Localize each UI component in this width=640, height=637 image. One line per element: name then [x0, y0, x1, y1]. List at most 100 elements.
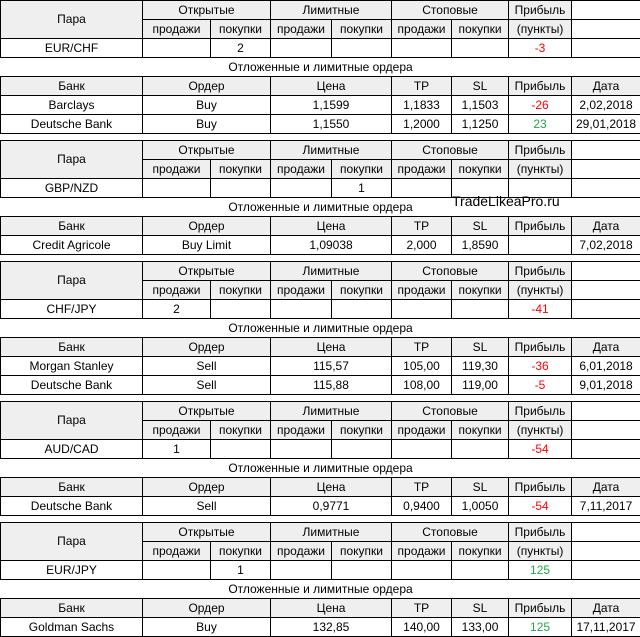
limit-buy-cell[interactable] [332, 39, 392, 58]
limit-sell-cell[interactable] [271, 39, 332, 58]
limit-header-cell[interactable]: Лимитные [271, 141, 392, 160]
order-type-cell[interactable]: Sell [143, 497, 271, 516]
limit-header-cell[interactable]: Лимитные [271, 523, 392, 542]
price-cell[interactable]: 115,57 [271, 357, 392, 376]
date-header-cell[interactable]: Дата [572, 217, 640, 236]
date-cell[interactable]: 7,11,2017 [572, 497, 640, 516]
sl-cell[interactable]: 1,1250 [452, 115, 509, 134]
open-header-cell[interactable]: Открытые [143, 262, 271, 281]
pair-header-cell[interactable]: Пара [1, 141, 143, 179]
tp-cell[interactable]: 1,2000 [392, 115, 452, 134]
date-cell[interactable]: 9,01,2018 [572, 376, 640, 395]
limit-sells-header[interactable]: продажи [271, 160, 332, 179]
tp-header-cell[interactable]: TP [392, 217, 452, 236]
bank-cell[interactable]: Credit Agricole [1, 236, 143, 255]
limit-sells-header[interactable]: продажи [271, 542, 332, 561]
stop-buys-header[interactable]: покупки [452, 160, 509, 179]
open-buy-cell[interactable]: 2 [211, 39, 271, 58]
stop-header-cell[interactable]: Стоповые [392, 402, 509, 421]
open-buys-header[interactable]: покупки [211, 160, 271, 179]
order-header-cell[interactable]: Ордер [143, 77, 271, 96]
price-cell[interactable]: 1,1550 [271, 115, 392, 134]
stop-sell-cell[interactable] [392, 561, 452, 580]
date-cell[interactable]: 17,11,2017 [572, 618, 640, 637]
stop-buys-header[interactable]: покупки [452, 542, 509, 561]
profit-header-cell[interactable]: Прибыль [509, 478, 572, 497]
order-type-cell[interactable]: Sell [143, 376, 271, 395]
bank-cell[interactable]: Deutsche Bank [1, 497, 143, 516]
sl-cell[interactable]: 1,0050 [452, 497, 509, 516]
open-sells-header[interactable]: продажи [143, 421, 211, 440]
limit-buys-header[interactable]: покупки [332, 421, 392, 440]
pair-cell[interactable]: AUD/CAD [1, 440, 143, 459]
bank-header-cell[interactable]: Банк [1, 77, 143, 96]
pair-profit-cell[interactable]: -41 [509, 300, 572, 319]
stop-header-cell[interactable]: Стоповые [392, 523, 509, 542]
points-header-cell[interactable]: (пункты) [509, 281, 572, 300]
empty-cell[interactable] [572, 440, 640, 459]
pair-profit-cell[interactable]: 125 [509, 561, 572, 580]
sl-header-cell[interactable]: SL [452, 338, 509, 357]
open-sell-cell[interactable] [143, 39, 211, 58]
stop-buys-header[interactable]: покупки [452, 20, 509, 39]
limit-buys-header[interactable]: покупки [332, 542, 392, 561]
tp-cell[interactable]: 1,1833 [392, 96, 452, 115]
stop-sells-header[interactable]: продажи [392, 542, 452, 561]
profit-header-cell[interactable]: Прибыль [509, 1, 572, 20]
order-profit-cell[interactable]: 125 [509, 618, 572, 637]
empty-cell[interactable] [572, 300, 640, 319]
profit-header-cell[interactable]: Прибыль [509, 338, 572, 357]
open-buys-header[interactable]: покупки [211, 20, 271, 39]
empty-cell[interactable] [572, 561, 640, 580]
order-type-cell[interactable]: Buy Limit [143, 236, 271, 255]
order-profit-cell[interactable]: -36 [509, 357, 572, 376]
date-cell[interactable]: 2,02,2018 [572, 96, 640, 115]
open-header-cell[interactable]: Открытые [143, 402, 271, 421]
order-header-cell[interactable]: Ордер [143, 478, 271, 497]
profit-header-cell[interactable]: Прибыль [509, 141, 572, 160]
sl-cell[interactable]: 1,8590 [452, 236, 509, 255]
empty-cell[interactable] [572, 141, 640, 160]
separator-cell[interactable] [1, 395, 640, 402]
pair-header-cell[interactable]: Пара [1, 1, 143, 39]
pending-orders-title[interactable]: Отложенные и лимитные ордера [1, 319, 640, 338]
profit-header-cell[interactable]: Прибыль [509, 262, 572, 281]
bank-cell[interactable]: Deutsche Bank [1, 376, 143, 395]
limit-header-cell[interactable]: Лимитные [271, 1, 392, 20]
limit-header-cell[interactable]: Лимитные [271, 402, 392, 421]
separator-cell[interactable] [1, 134, 640, 141]
order-profit-cell[interactable]: -5 [509, 376, 572, 395]
sl-cell[interactable]: 133,00 [452, 618, 509, 637]
order-header-cell[interactable]: Ордер [143, 338, 271, 357]
date-header-cell[interactable]: Дата [572, 77, 640, 96]
stop-sells-header[interactable]: продажи [392, 160, 452, 179]
bank-cell[interactable]: Deutsche Bank [1, 115, 143, 134]
tp-cell[interactable]: 105,00 [392, 357, 452, 376]
stop-sells-header[interactable]: продажи [392, 421, 452, 440]
price-header-cell[interactable]: Цена [271, 599, 392, 618]
stop-sell-cell[interactable] [392, 179, 452, 198]
limit-sells-header[interactable]: продажи [271, 20, 332, 39]
empty-cell[interactable] [572, 421, 640, 440]
stop-buys-header[interactable]: покупки [452, 421, 509, 440]
order-profit-cell[interactable]: -54 [509, 497, 572, 516]
date-header-cell[interactable]: Дата [572, 599, 640, 618]
stop-sells-header[interactable]: продажи [392, 20, 452, 39]
open-header-cell[interactable]: Открытые [143, 141, 271, 160]
open-buys-header[interactable]: покупки [211, 281, 271, 300]
tp-cell[interactable]: 140,00 [392, 618, 452, 637]
order-profit-cell[interactable]: 23 [509, 115, 572, 134]
limit-buy-cell[interactable]: 1 [332, 179, 392, 198]
open-sells-header[interactable]: продажи [143, 542, 211, 561]
empty-cell[interactable] [572, 262, 640, 281]
stop-header-cell[interactable]: Стоповые [392, 262, 509, 281]
open-buys-header[interactable]: покупки [211, 421, 271, 440]
open-buy-cell[interactable] [211, 179, 271, 198]
pair-header-cell[interactable]: Пара [1, 262, 143, 300]
date-cell[interactable]: 7,02,2018 [572, 236, 640, 255]
date-cell[interactable]: 29,01,2018 [572, 115, 640, 134]
date-cell[interactable]: 6,01,2018 [572, 357, 640, 376]
profit-header-cell[interactable]: Прибыль [509, 402, 572, 421]
price-header-cell[interactable]: Цена [271, 478, 392, 497]
pending-orders-title[interactable]: Отложенные и лимитные ордера [1, 580, 640, 599]
